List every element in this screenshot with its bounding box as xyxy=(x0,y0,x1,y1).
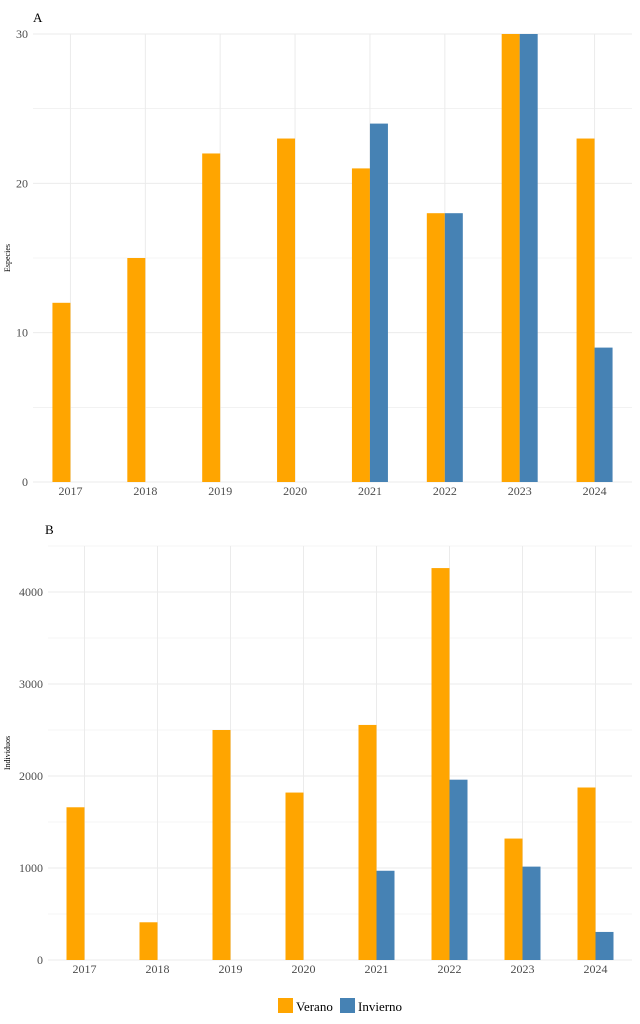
bar-invierno-2024 xyxy=(595,931,614,960)
x-tick-label: 2022 xyxy=(433,484,457,498)
bar-verano-2023 xyxy=(501,34,520,482)
legend-label-invierno: Invierno xyxy=(358,999,402,1014)
y-tick-label: 0 xyxy=(37,953,43,967)
bar-invierno-2021 xyxy=(376,870,395,960)
x-tick-label: 2020 xyxy=(283,484,307,498)
legend-key-verano xyxy=(278,998,293,1013)
x-tick-label: 2023 xyxy=(508,484,532,498)
y-tick-label: 0 xyxy=(22,475,28,489)
x-tick-label: 2024 xyxy=(583,484,607,498)
legend-label-verano: Verano xyxy=(296,999,333,1014)
y-axis-title: Individuos xyxy=(3,736,12,770)
y-tick-label: 1000 xyxy=(19,861,43,875)
x-tick-label: 2024 xyxy=(584,962,608,976)
bar-verano-2022 xyxy=(426,213,445,482)
bar-verano-2021 xyxy=(358,724,377,960)
y-tick-label: 20 xyxy=(16,176,28,190)
bar-verano-2017 xyxy=(52,302,71,482)
bar-verano-2022 xyxy=(431,568,450,960)
y-tick-label: 4000 xyxy=(19,585,43,599)
y-tick-label: 10 xyxy=(16,326,28,340)
x-tick-label: 2017 xyxy=(58,484,82,498)
y-tick-label: 3000 xyxy=(19,677,43,691)
panel-label-B: B xyxy=(45,522,54,537)
x-tick-label: 2020 xyxy=(292,962,316,976)
bar-verano-2019 xyxy=(212,730,231,960)
x-tick-label: 2021 xyxy=(365,962,389,976)
bar-verano-2018 xyxy=(127,258,146,482)
y-tick-label: 2000 xyxy=(19,769,43,783)
bar-verano-2017 xyxy=(66,807,85,960)
bar-invierno-2022 xyxy=(444,213,463,482)
bar-invierno-2024 xyxy=(594,347,613,482)
x-tick-label: 2021 xyxy=(358,484,382,498)
bar-verano-2021 xyxy=(351,168,370,482)
x-tick-label: 2023 xyxy=(511,962,535,976)
bar-verano-2024 xyxy=(576,138,595,483)
bar-verano-2023 xyxy=(504,838,523,960)
bar-verano-2019 xyxy=(202,153,221,482)
x-tick-label: 2018 xyxy=(146,962,170,976)
bar-verano-2020 xyxy=(285,792,304,960)
x-tick-label: 2019 xyxy=(208,484,232,498)
legend-key-invierno xyxy=(340,998,355,1013)
y-axis-title: Especies xyxy=(3,244,12,272)
bar-verano-2018 xyxy=(139,922,158,960)
x-tick-label: 2022 xyxy=(438,962,462,976)
x-tick-label: 2018 xyxy=(133,484,157,498)
bar-invierno-2023 xyxy=(522,866,541,960)
panel-label-A: A xyxy=(33,10,43,25)
bar-verano-2020 xyxy=(277,138,296,483)
bar-verano-2024 xyxy=(577,787,596,960)
bar-invierno-2022 xyxy=(449,779,468,960)
x-tick-label: 2017 xyxy=(73,962,97,976)
x-tick-label: 2019 xyxy=(219,962,243,976)
y-tick-label: 30 xyxy=(16,27,28,41)
bar-invierno-2021 xyxy=(369,123,388,482)
bar-invierno-2023 xyxy=(519,34,538,482)
